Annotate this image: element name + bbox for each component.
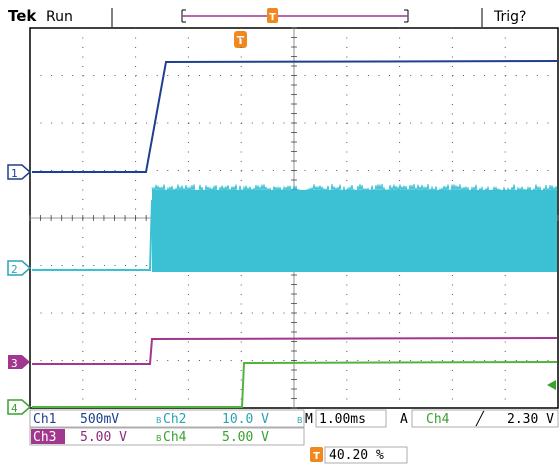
svg-text:4: 4 <box>11 402 18 415</box>
ch4-scale: 5.00 V <box>222 430 269 445</box>
ch3-waveform <box>32 337 558 365</box>
svg-text:B: B <box>297 416 303 425</box>
ch4-waveform <box>32 361 558 408</box>
ch3-label: Ch3 <box>33 430 56 445</box>
ch2-scale: 10.0 V <box>222 412 269 427</box>
svg-text:T: T <box>237 34 245 47</box>
trigger-status: Trig? <box>493 9 526 25</box>
svg-text:T: T <box>313 451 320 462</box>
timebase-value: 1.00ms <box>319 412 366 427</box>
trigger-position-value: 40.20 % <box>329 448 384 463</box>
ch2-waveform <box>32 183 558 272</box>
svg-text:T: T <box>269 12 276 23</box>
trigger-T-icon: T <box>267 8 278 23</box>
svg-text:3: 3 <box>11 357 18 370</box>
ch2-ground-marker[interactable]: 2 <box>7 260 32 276</box>
svg-text:B: B <box>156 434 162 443</box>
rising-slope-icon: ╱ <box>475 410 485 427</box>
trigger-mode: A <box>400 412 408 427</box>
trigger-level-arrow-icon <box>547 380 556 390</box>
ch3-scale: 5.00 V <box>80 430 127 445</box>
record-overview: T <box>181 8 409 23</box>
readout-row-1: Ch1 500mV B Ch2 10.0 V B M 1.00ms A Ch4 … <box>29 409 559 428</box>
acquisition-state: Run <box>46 9 73 25</box>
waveforms <box>32 60 558 408</box>
trigger-level: 2.30 V <box>507 412 554 427</box>
ch4-label: Ch4 <box>163 430 187 445</box>
trigger-source: Ch4 <box>426 412 450 427</box>
trigger-position-marker-icon: T <box>234 31 247 48</box>
ch1-ground-marker[interactable]: 1 <box>7 164 32 180</box>
ch1-waveform <box>32 60 558 173</box>
svg-text:2: 2 <box>11 263 18 276</box>
ch1-scale: 500mV <box>80 412 119 427</box>
ch4-ground-marker[interactable]: 4 <box>7 399 32 415</box>
ch1-label: Ch1 <box>33 412 56 427</box>
ch2-bw-mark: B <box>156 416 162 425</box>
trigger-position-readout: T 40.20 % <box>310 446 408 464</box>
svg-text:1: 1 <box>11 167 18 180</box>
readout-row-2: Ch3 5.00 V B Ch4 5.00 V <box>29 427 305 446</box>
brand-label: Tek <box>8 7 37 25</box>
ch3-ground-marker[interactable]: 3 <box>8 355 30 370</box>
ch2-label: Ch2 <box>163 412 186 427</box>
timebase-prefix: M <box>305 412 313 427</box>
